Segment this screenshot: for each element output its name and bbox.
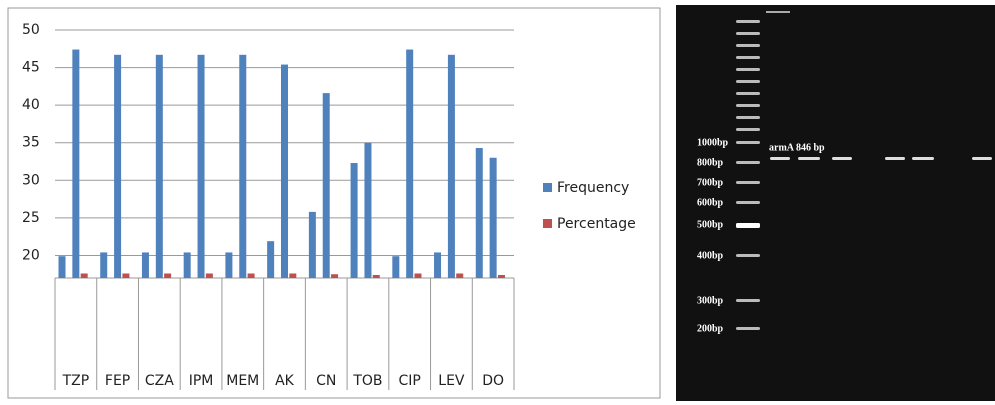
x-tick-label: CZA [145, 373, 174, 389]
bar [206, 273, 213, 278]
bar [456, 273, 463, 278]
bar [225, 252, 232, 278]
ladder-band [736, 128, 760, 131]
ladder-label: 300bp [697, 295, 724, 306]
sample-band [912, 157, 934, 160]
ladder-band [736, 44, 760, 47]
ladder-band [736, 254, 760, 257]
ladder-label: 400bp [697, 250, 724, 261]
bar [198, 55, 205, 278]
ladder-band [736, 141, 760, 144]
ladder-label: 600bp [697, 197, 724, 208]
ladder-band [736, 201, 760, 204]
bar [164, 273, 171, 278]
ladder-band [736, 181, 760, 184]
x-tick-label: MEM [226, 373, 259, 389]
y-tick-label: 40 [22, 97, 40, 113]
bar [184, 252, 191, 278]
bar [81, 273, 88, 278]
figure: 20 25 30 35 40 45 50 TZP FEP CZA IPM MEM AK CN TOB CIP L… [0, 0, 995, 401]
bar [289, 273, 296, 278]
bar [364, 143, 371, 278]
x-tick-label: CN [316, 373, 336, 389]
bar [392, 256, 399, 278]
bar [351, 163, 358, 278]
ladder-band [736, 327, 760, 330]
y-tick-label: 35 [22, 135, 40, 151]
x-tick-label: TZP [62, 373, 90, 389]
y-tick-label: 20 [22, 247, 40, 263]
ladder-label: 800bp [697, 157, 724, 168]
x-tick-label: TOB [352, 373, 382, 389]
ladder-band [736, 68, 760, 71]
bar [122, 273, 129, 278]
gel-image [676, 5, 995, 401]
sample-band [832, 157, 852, 160]
ladder-label: 500bp [697, 219, 724, 230]
y-tick-label: 45 [22, 60, 40, 76]
bar [373, 275, 380, 278]
legend-swatch [543, 219, 552, 228]
ladder-band [736, 80, 760, 83]
x-tick-label: AK [275, 373, 295, 389]
bar [281, 65, 288, 278]
x-tick-label: FEP [105, 373, 130, 389]
bar [100, 252, 107, 278]
bar [476, 148, 483, 278]
bar [239, 55, 246, 278]
page: {"chart_data": {"type": "bar", "categori… [0, 0, 995, 401]
x-tick-label: LEV [438, 373, 465, 389]
ladder-label: 700bp [697, 177, 724, 188]
bar [323, 93, 330, 278]
sample-band [770, 157, 790, 160]
bar [156, 55, 163, 278]
ladder-band [736, 223, 760, 228]
x-tick-label: CIP [399, 373, 421, 389]
sample-band [972, 157, 992, 160]
bar [59, 256, 66, 278]
well [766, 11, 790, 13]
bar [490, 158, 497, 278]
bar [114, 55, 121, 278]
ladder-band [736, 56, 760, 59]
bar [142, 252, 149, 278]
bar [434, 252, 441, 278]
legend-label: Frequency [557, 180, 629, 196]
bar [331, 274, 338, 278]
legend-label: Percentage [557, 216, 636, 232]
y-tick-label: 50 [22, 22, 40, 38]
bar [267, 241, 274, 278]
bar [406, 50, 413, 278]
bar [248, 273, 255, 278]
sample-band [885, 157, 905, 160]
y-tick-label: 25 [22, 210, 40, 226]
ladder-band [736, 161, 760, 164]
chart-frame [8, 8, 660, 398]
legend-swatch [543, 183, 552, 192]
bar [415, 273, 422, 278]
bar [498, 275, 505, 278]
ladder-band [736, 32, 760, 35]
y-tick-label: 30 [22, 172, 40, 188]
bar [448, 55, 455, 278]
ladder-band [736, 20, 760, 23]
bar [72, 50, 79, 278]
ladder-label: 200bp [697, 323, 724, 334]
bar [309, 212, 316, 278]
band-label: armA 846 bp [769, 142, 825, 153]
ladder-band [736, 299, 760, 302]
ladder-label: 1000bp [697, 137, 729, 148]
ladder-band [736, 92, 760, 95]
ladder-band [736, 116, 760, 119]
x-tick-label: IPM [189, 373, 214, 389]
ladder-band [736, 104, 760, 107]
x-tick-label: DO [482, 373, 504, 389]
sample-band [798, 157, 820, 160]
